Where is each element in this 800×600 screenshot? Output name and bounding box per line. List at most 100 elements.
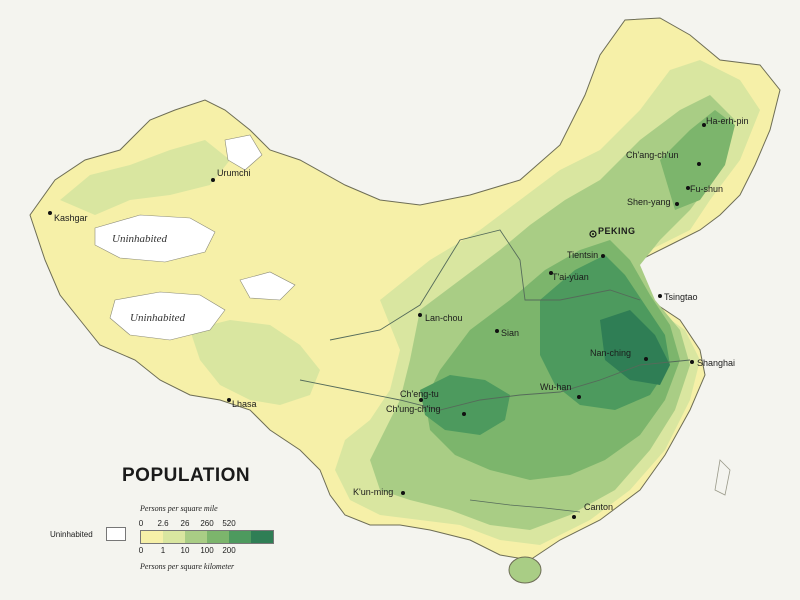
city-marker [211, 178, 215, 182]
city-label-chengtu: Ch'eng-tu [400, 389, 439, 399]
city-taiyuan: T'ai-yüan [549, 271, 589, 282]
city-label-canton: Canton [584, 502, 613, 512]
city-marker [572, 515, 576, 519]
legend-swatch-0 [141, 531, 163, 543]
city-tsingtao: Tsingtao [658, 292, 698, 302]
legend-mile-tick: 260 [200, 519, 214, 528]
city-marker [702, 123, 706, 127]
city-label-nanching: Nan-ching [590, 348, 631, 358]
legend-caption-km: Persons per square kilometer [140, 562, 235, 571]
region-label-uninhabited-1: Uninhabited [112, 233, 167, 245]
yangtze-river [299, 359, 691, 411]
city-chungching: Ch'ung-ch'ing [386, 404, 466, 416]
city-fushun: Fu-shun [686, 184, 723, 194]
city-label-kashgar: Kashgar [54, 213, 88, 223]
city-marker [658, 294, 662, 298]
legend-km-tick: 0 [138, 546, 144, 555]
legend-swatch-4 [229, 531, 251, 543]
city-urumchi: Urumchi [211, 168, 251, 182]
city-marker [644, 357, 648, 361]
city-nanching: Nan-ching [590, 348, 648, 361]
legend-mile-tick: 520 [222, 519, 236, 528]
yellow-river [329, 229, 641, 341]
legend-mile-tick: 0 [138, 519, 144, 528]
uninhabited-area-2 [109, 291, 226, 341]
city-label-tsingtao: Tsingtao [664, 292, 698, 302]
city-marker [690, 360, 694, 364]
city-label-lanchou: Lan-chou [425, 313, 463, 323]
legend-swatch-3 [207, 531, 229, 543]
city-label-changchun: Ch'ang-ch'un [626, 150, 678, 160]
city-shanghai: Shanghai [690, 358, 735, 368]
legend-title: POPULATION [122, 465, 251, 486]
legend-caption-mile: Persons per square mile [140, 504, 218, 513]
legend-uninhabited-swatch [106, 527, 126, 541]
hainan-island [508, 556, 542, 584]
taiwan-outline [714, 459, 731, 496]
city-label-shanghai: Shanghai [697, 358, 735, 368]
density-zone-high-northeast [660, 110, 735, 210]
legend-mile-tick: 26 [180, 519, 190, 528]
density-zone-sichuan [420, 375, 510, 435]
city-label-sian: Sian [501, 328, 519, 338]
density-zone-coast [600, 310, 670, 385]
city-label-fushun: Fu-shun [690, 184, 723, 194]
city-label-kunming: K'un-ming [353, 487, 393, 497]
uninhabited-area-1 [94, 214, 216, 263]
legend-km-tick: 200 [222, 546, 236, 555]
city-marker [577, 395, 581, 399]
city-marker [697, 162, 701, 166]
city-marker [549, 271, 553, 275]
city-canton: Canton [572, 502, 613, 519]
city-label-chungching: Ch'ung-ch'ing [386, 404, 440, 414]
city-lanchou: Lan-chou [418, 313, 463, 323]
city-kunming: K'un-ming [353, 487, 405, 497]
legend-mile-tick: 2.6 [157, 519, 169, 528]
legend-swatch-1 [163, 531, 185, 543]
city-tientsin: Tientsin [567, 250, 605, 260]
city-label-taiyuan: T'ai-yüan [552, 272, 589, 282]
uninhabited-area-4 [239, 271, 296, 301]
city-marker [227, 398, 231, 402]
city-marker [401, 491, 405, 495]
pearl-river [469, 499, 581, 513]
city-label-haerhpin: Ha-erh-pin [706, 116, 749, 126]
city-changchun: Ch'ang-ch'un [626, 150, 701, 166]
city-label-peking: PEKING [598, 226, 636, 236]
city-marker [686, 186, 690, 190]
city-sian: Sian [495, 328, 519, 338]
legend-km-tick: 1 [160, 546, 166, 555]
capital-marker [589, 230, 597, 238]
city-label-lhasa: Lhasa [232, 399, 257, 409]
city-label-tientsin: Tientsin [567, 250, 598, 260]
city-marker [495, 329, 499, 333]
city-marker [418, 313, 422, 317]
legend-km-tick: 100 [200, 546, 214, 555]
city-marker [419, 398, 423, 402]
legend-swatch-2 [185, 531, 207, 543]
city-marker [601, 254, 605, 258]
legend-km-tick: 10 [180, 546, 190, 555]
city-label-wuhan: Wu-han [540, 382, 571, 392]
region-label-uninhabited-2: Uninhabited [130, 312, 185, 324]
density-zone-light-west [60, 140, 230, 215]
city-lhasa: Lhasa [227, 398, 257, 409]
city-marker [462, 412, 466, 416]
density-zone-light-tibet [190, 320, 320, 405]
city-haerhpin: Ha-erh-pin [702, 116, 749, 127]
city-chengtu: Ch'eng-tu [400, 389, 439, 402]
city-kashgar: Kashgar [48, 211, 88, 223]
legend-swatch-5 [251, 531, 273, 543]
legend-color-scale [140, 530, 274, 544]
city-marker [675, 202, 679, 206]
city-shenyang: Shen-yang [627, 197, 679, 207]
city-peking: PEKING [589, 226, 636, 238]
city-wuhan: Wu-han [540, 382, 581, 399]
city-label-urumchi: Urumchi [217, 168, 251, 178]
uninhabited-area-3 [224, 134, 263, 171]
city-label-shenyang: Shen-yang [627, 197, 671, 207]
capital-marker-dot [592, 233, 594, 235]
city-marker [48, 211, 52, 215]
legend-uninhabited-label: Uninhabited [50, 530, 93, 539]
